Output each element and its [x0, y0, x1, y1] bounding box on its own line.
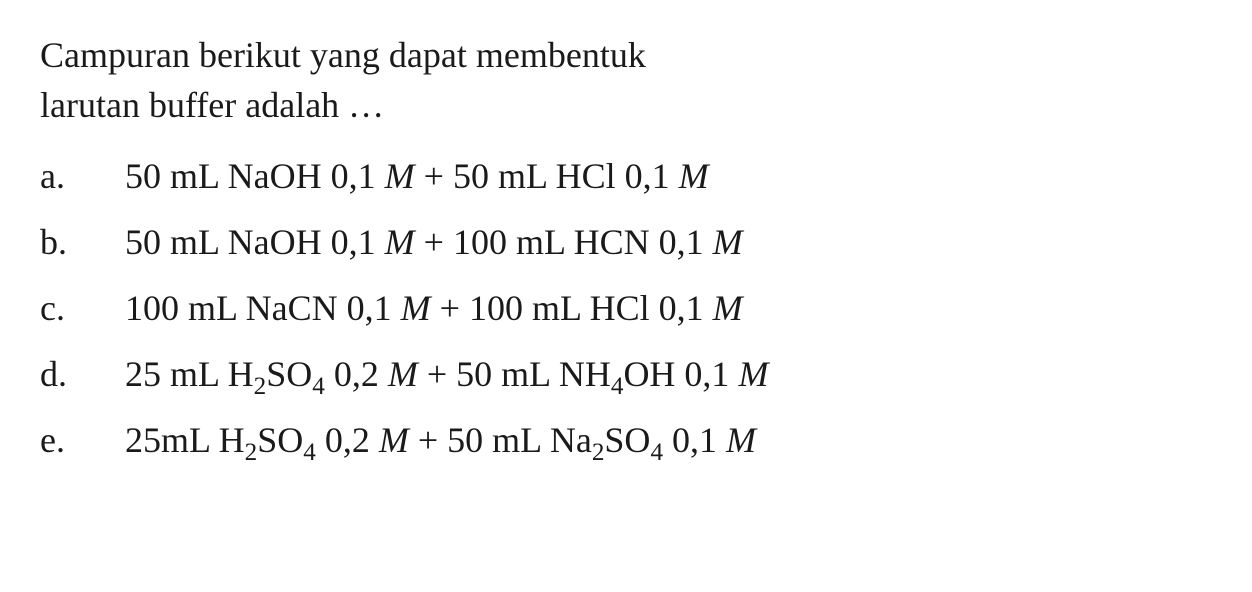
option-label: d. [40, 347, 125, 401]
option-e: e. 25mL H2SO4 0,2 M + 50 mL Na2SO4 0,1 M [40, 413, 1212, 467]
option-content-d: 25 mL H2SO4 0,2 M + 50 mL NH4OH 0,1 M [125, 347, 1212, 401]
option-label: a. [40, 149, 125, 203]
option-c: c. 100 mL NaCN 0,1 M + 100 mL HCl 0,1 M [40, 281, 1212, 335]
option-label: c. [40, 281, 125, 335]
question-line1: Campuran berikut yang dapat membentuk [40, 35, 646, 75]
question-line2: larutan buffer adalah … [40, 85, 384, 125]
option-content-e: 25mL H2SO4 0,2 M + 50 mL Na2SO4 0,1 M [125, 413, 1212, 467]
option-d: d. 25 mL H2SO4 0,2 M + 50 mL NH4OH 0,1 M [40, 347, 1212, 401]
options-list: a. 50 mL NaOH 0,1 M + 50 mL HCl 0,1 M b.… [40, 149, 1212, 467]
option-content-c: 100 mL NaCN 0,1 M + 100 mL HCl 0,1 M [125, 281, 1212, 335]
option-label: e. [40, 413, 125, 467]
question-text: Campuran berikut yang dapat membentuk la… [40, 30, 1212, 131]
option-b: b. 50 mL NaOH 0,1 M + 100 mL HCN 0,1 M [40, 215, 1212, 269]
option-a: a. 50 mL NaOH 0,1 M + 50 mL HCl 0,1 M [40, 149, 1212, 203]
option-label: b. [40, 215, 125, 269]
option-content-b: 50 mL NaOH 0,1 M + 100 mL HCN 0,1 M [125, 215, 1212, 269]
option-content-a: 50 mL NaOH 0,1 M + 50 mL HCl 0,1 M [125, 149, 1212, 203]
